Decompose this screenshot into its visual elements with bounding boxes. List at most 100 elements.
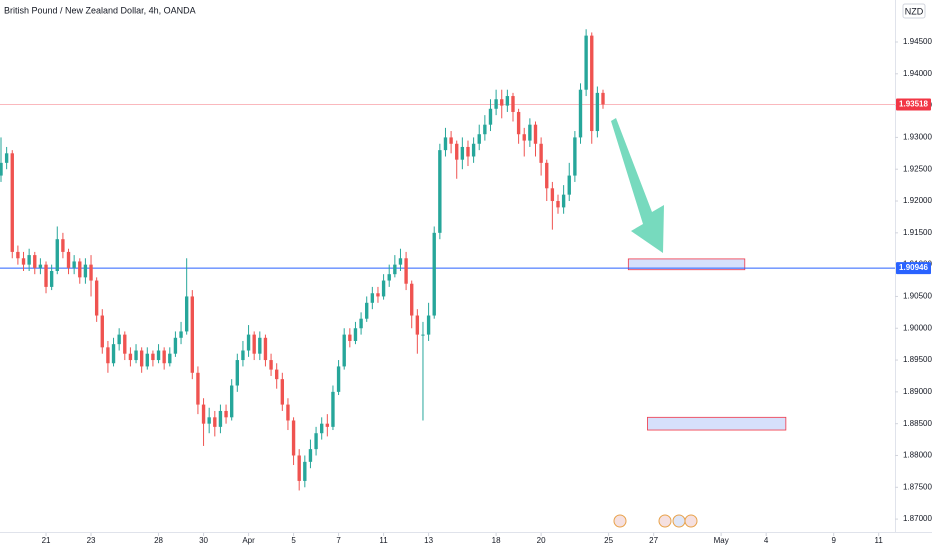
price-label: 1.93518 — [899, 100, 928, 109]
x-tick-label: 28 — [154, 536, 163, 545]
candle-body — [595, 92, 600, 132]
candle-body — [145, 353, 149, 367]
candle-body — [27, 255, 31, 265]
candle-body — [567, 175, 571, 195]
x-tick-label: 11 — [379, 536, 388, 545]
candle-body — [16, 251, 20, 259]
x-tick-label: 11 — [875, 536, 884, 545]
x-tick-label: 7 — [336, 536, 341, 545]
candle-body — [376, 293, 380, 297]
candle-body — [291, 420, 296, 456]
candle-body — [387, 274, 391, 281]
x-tick-label: 21 — [42, 536, 51, 545]
candle-body — [393, 264, 397, 275]
x-tick-label: Apr — [242, 536, 255, 545]
candle-body — [488, 108, 493, 125]
candle-body — [246, 334, 251, 351]
x-tick-label: 25 — [604, 536, 613, 545]
candle-body — [78, 261, 82, 278]
event-icon[interactable] — [613, 514, 627, 528]
candle-body — [224, 410, 228, 418]
candle-body — [342, 334, 346, 367]
candle-body — [477, 134, 481, 144]
candle-body — [590, 35, 594, 132]
candle-body — [314, 433, 318, 450]
y-tick-label: 1.92500 — [903, 164, 932, 173]
currency-box[interactable] — [902, 3, 926, 19]
x-tick-label: 5 — [291, 536, 296, 545]
candle-body — [0, 162, 3, 176]
candle-body — [365, 302, 369, 319]
candle-body — [280, 379, 285, 405]
y-tick-label: 1.89000 — [903, 387, 932, 396]
zone-box — [647, 416, 787, 431]
candle-body — [522, 134, 526, 141]
candle-body — [297, 455, 301, 481]
price-label: 1.90946 — [899, 263, 928, 272]
candle-body — [528, 124, 532, 141]
candle-body — [49, 270, 54, 287]
candle-body — [336, 366, 341, 392]
candle-body — [162, 350, 166, 364]
x-tick-label: May — [714, 536, 729, 545]
y-tick-label: 1.94000 — [903, 69, 932, 78]
candle-body — [89, 264, 93, 281]
candle-body — [494, 99, 498, 109]
candle-body — [438, 150, 442, 233]
x-tick-label: 23 — [87, 536, 96, 545]
currency-label[interactable]: NZD — [905, 6, 924, 16]
candle-body — [179, 331, 183, 338]
chart-title: British Pound / New Zealand Dollar, 4h, … — [4, 5, 196, 15]
candle-body — [471, 143, 476, 157]
candle-body — [449, 137, 453, 144]
candle-body — [213, 417, 217, 427]
candle-body — [111, 344, 116, 364]
candle-body — [117, 334, 121, 345]
price-label-box — [896, 98, 931, 111]
candle-body — [578, 89, 583, 138]
candle-body — [190, 296, 194, 373]
candle-body — [269, 360, 273, 370]
candle-body — [533, 124, 538, 144]
candle-body — [128, 353, 133, 361]
y-tick-label: 1.88000 — [903, 451, 932, 460]
candle-body — [556, 201, 560, 208]
candle-body — [539, 143, 543, 163]
candle-body — [348, 334, 352, 341]
candle-body — [38, 264, 43, 268]
candle-body — [353, 328, 358, 341]
candle-body — [573, 137, 577, 176]
candle-body — [139, 350, 144, 367]
y-tick-label: 1.90000 — [903, 323, 932, 332]
x-tick-label: 13 — [424, 536, 433, 545]
price-label-box — [896, 262, 931, 275]
candle-body — [359, 318, 363, 329]
candle-body — [196, 372, 200, 405]
candle-body — [505, 96, 510, 106]
candle-body — [229, 385, 234, 418]
y-tick-label: 1.93000 — [903, 133, 932, 142]
candle-body — [33, 255, 37, 268]
candle-body — [286, 404, 290, 421]
candle-body — [561, 194, 566, 208]
candle-body — [173, 337, 178, 354]
zone-box — [627, 258, 746, 271]
candle-body — [21, 258, 26, 265]
event-icon[interactable] — [672, 514, 686, 528]
x-tick-label: 27 — [649, 536, 658, 545]
candle-body — [10, 153, 14, 252]
candle-body — [106, 347, 110, 364]
event-icons — [613, 514, 698, 528]
candle-body — [550, 188, 555, 202]
candle-body — [303, 461, 307, 481]
candle-body — [100, 315, 104, 348]
event-icon[interactable] — [684, 514, 698, 528]
candle-body — [545, 162, 549, 189]
event-icon[interactable] — [658, 514, 672, 528]
candle-body — [584, 35, 588, 90]
candle-body — [404, 258, 408, 284]
candle-body — [123, 334, 127, 354]
y-tick-label: 1.87500 — [903, 482, 932, 491]
x-tick-label: 4 — [764, 536, 769, 545]
